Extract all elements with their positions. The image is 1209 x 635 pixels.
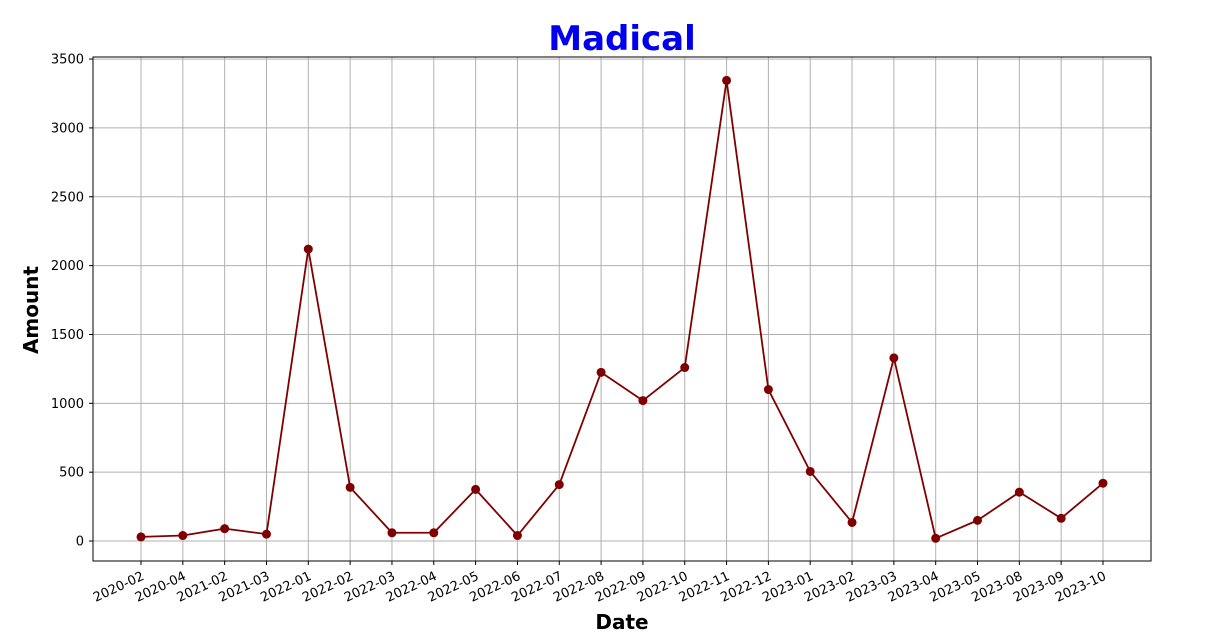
y-tick-label: 2000 bbox=[51, 259, 84, 274]
x-axis-ticks: 2020-022020-042021-022021-032022-012022-… bbox=[91, 561, 1109, 606]
data-point bbox=[889, 353, 899, 363]
data-point bbox=[1014, 487, 1024, 497]
series-layer bbox=[136, 75, 1108, 543]
y-tick-label: 2500 bbox=[51, 190, 84, 205]
data-point bbox=[763, 385, 773, 395]
data-point bbox=[847, 517, 857, 527]
y-axis-title: Amount bbox=[19, 266, 43, 355]
y-tick-label: 0 bbox=[76, 535, 84, 550]
data-point bbox=[136, 532, 146, 542]
y-axis-ticks: 0 500 1000 1500 2000 2500 3000 3500 bbox=[51, 53, 93, 550]
series-line bbox=[140, 79, 1104, 540]
data-point bbox=[973, 515, 983, 525]
data-point bbox=[345, 482, 355, 492]
data-point bbox=[512, 531, 522, 541]
data-point bbox=[680, 363, 690, 373]
data-point bbox=[722, 75, 732, 85]
y-tick-label: 1500 bbox=[51, 328, 84, 343]
data-point bbox=[471, 484, 481, 494]
y-tick-label: 1000 bbox=[51, 397, 84, 412]
data-point bbox=[1056, 513, 1066, 523]
data-point bbox=[220, 524, 230, 534]
y-tick-label: 3500 bbox=[51, 53, 84, 68]
data-point bbox=[805, 466, 815, 476]
data-point bbox=[638, 396, 648, 406]
y-tick-label: 500 bbox=[59, 466, 84, 481]
data-point bbox=[387, 528, 397, 538]
grid bbox=[93, 57, 1151, 561]
chart-title: Madical bbox=[548, 19, 696, 59]
data-point bbox=[1098, 478, 1108, 488]
data-point bbox=[178, 531, 188, 541]
data-point bbox=[554, 480, 564, 490]
data-point bbox=[303, 244, 313, 254]
plot-frame bbox=[92, 56, 1152, 562]
data-point bbox=[429, 528, 439, 538]
y-tick-label: 3000 bbox=[51, 121, 84, 136]
data-point bbox=[931, 533, 941, 543]
data-point bbox=[261, 529, 271, 539]
x-axis-title: Date bbox=[595, 610, 648, 634]
data-point bbox=[596, 367, 606, 377]
